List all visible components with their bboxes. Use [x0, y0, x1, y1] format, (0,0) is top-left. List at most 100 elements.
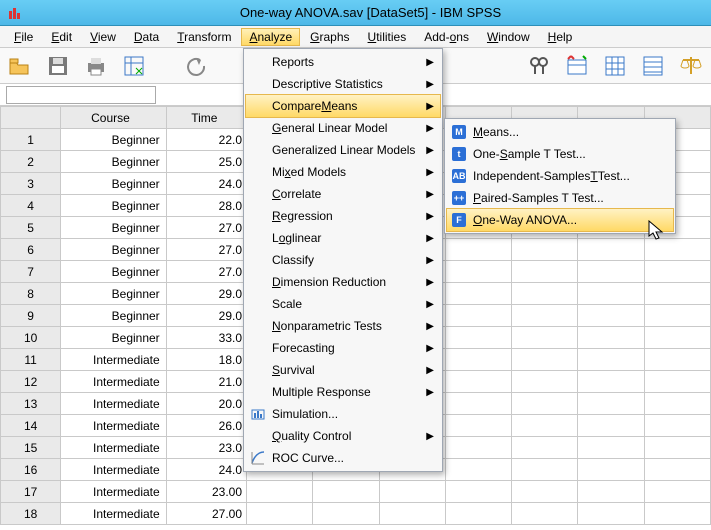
- cell-empty[interactable]: [512, 459, 578, 481]
- row-number[interactable]: 11: [1, 349, 61, 371]
- col-header-time[interactable]: Time: [166, 107, 246, 129]
- cell-time[interactable]: 24.0: [166, 459, 246, 481]
- cell-time[interactable]: 23.0: [166, 437, 246, 459]
- cell-time[interactable]: 18.0: [166, 349, 246, 371]
- cell-empty[interactable]: [512, 305, 578, 327]
- analyze-item-simulation[interactable]: Simulation...: [246, 403, 440, 425]
- row-number[interactable]: 8: [1, 283, 61, 305]
- cell-course[interactable]: Beginner: [61, 239, 166, 261]
- compare-item-one-sample-t-test[interactable]: tOne-Sample T Test...: [447, 143, 673, 165]
- cell-empty[interactable]: [644, 371, 710, 393]
- cell-empty[interactable]: [644, 327, 710, 349]
- menu-data[interactable]: Data: [126, 28, 167, 46]
- analyze-item-loglinear[interactable]: Loglinear▶: [246, 227, 440, 249]
- menu-view[interactable]: View: [82, 28, 124, 46]
- analyze-item-regression[interactable]: Regression▶: [246, 205, 440, 227]
- cell-empty[interactable]: [512, 283, 578, 305]
- cell-empty[interactable]: [445, 327, 511, 349]
- cell-time[interactable]: 28.0: [166, 195, 246, 217]
- cell-course[interactable]: Intermediate: [61, 503, 166, 525]
- find-icon[interactable]: [525, 52, 553, 80]
- analyze-item-descriptive-statistics[interactable]: Descriptive Statistics▶: [246, 73, 440, 95]
- table-row[interactable]: 18Intermediate27.00: [1, 503, 711, 525]
- cell-time[interactable]: 33.0: [166, 327, 246, 349]
- cell-empty[interactable]: [644, 349, 710, 371]
- compare-item-paired-samples-t-test[interactable]: ++Paired-Samples T Test...: [447, 187, 673, 209]
- weight-icon[interactable]: [639, 52, 667, 80]
- row-number[interactable]: 18: [1, 503, 61, 525]
- analyze-item-correlate[interactable]: Correlate▶: [246, 183, 440, 205]
- cell-empty[interactable]: [512, 503, 578, 525]
- cell-empty[interactable]: [313, 503, 379, 525]
- cell-course[interactable]: Beginner: [61, 195, 166, 217]
- cell-course[interactable]: Beginner: [61, 217, 166, 239]
- cell-course[interactable]: Intermediate: [61, 349, 166, 371]
- cell-empty[interactable]: [512, 481, 578, 503]
- cell-empty[interactable]: [644, 459, 710, 481]
- row-number[interactable]: 1: [1, 129, 61, 151]
- analyze-item-roc-curve[interactable]: ROC Curve...: [246, 447, 440, 469]
- cell-empty[interactable]: [578, 437, 644, 459]
- cell-empty[interactable]: [578, 481, 644, 503]
- cell-empty[interactable]: [247, 481, 313, 503]
- menu-graphs[interactable]: Graphs: [302, 28, 357, 46]
- cell-empty[interactable]: [578, 503, 644, 525]
- cell-empty[interactable]: [512, 371, 578, 393]
- cell-time[interactable]: 27.0: [166, 239, 246, 261]
- compare-item-independent-samples-t-test[interactable]: ABIndependent-Samples T Test...: [447, 165, 673, 187]
- menu-transform[interactable]: Transform: [169, 28, 239, 46]
- analyze-item-survival[interactable]: Survival▶: [246, 359, 440, 381]
- cell-course[interactable]: Intermediate: [61, 415, 166, 437]
- cell-course[interactable]: Beginner: [61, 305, 166, 327]
- row-number[interactable]: 14: [1, 415, 61, 437]
- cell-empty[interactable]: [644, 481, 710, 503]
- cell-time[interactable]: 26.0: [166, 415, 246, 437]
- cell-empty[interactable]: [644, 393, 710, 415]
- save-icon[interactable]: [44, 52, 72, 80]
- cell-empty[interactable]: [578, 283, 644, 305]
- analyze-item-general-linear-model[interactable]: General Linear Model▶: [246, 117, 440, 139]
- cell-course[interactable]: Beginner: [61, 151, 166, 173]
- cell-empty[interactable]: [578, 415, 644, 437]
- cell-empty[interactable]: [644, 415, 710, 437]
- cell-empty[interactable]: [512, 261, 578, 283]
- undo-icon[interactable]: [182, 52, 210, 80]
- compare-means-submenu[interactable]: MMeans...tOne-Sample T Test...ABIndepend…: [444, 118, 676, 234]
- cell-empty[interactable]: [578, 371, 644, 393]
- cell-empty[interactable]: [445, 393, 511, 415]
- menu-edit[interactable]: Edit: [43, 28, 80, 46]
- compare-item-one-way-anova[interactable]: FOne-Way ANOVA...: [447, 209, 673, 231]
- cell-course[interactable]: Beginner: [61, 327, 166, 349]
- cell-empty[interactable]: [379, 503, 445, 525]
- cell-empty[interactable]: [578, 459, 644, 481]
- cell-empty[interactable]: [445, 459, 511, 481]
- analyze-item-dimension-reduction[interactable]: Dimension Reduction▶: [246, 271, 440, 293]
- cell-empty[interactable]: [512, 437, 578, 459]
- cell-time[interactable]: 27.0: [166, 217, 246, 239]
- cell-course[interactable]: Intermediate: [61, 459, 166, 481]
- menu-window[interactable]: Window: [479, 28, 538, 46]
- analyze-item-mixed-models[interactable]: Mixed Models▶: [246, 161, 440, 183]
- table-row[interactable]: 17Intermediate23.00: [1, 481, 711, 503]
- cell-empty[interactable]: [512, 415, 578, 437]
- cell-empty[interactable]: [644, 283, 710, 305]
- cell-time[interactable]: 24.0: [166, 173, 246, 195]
- cell-course[interactable]: Intermediate: [61, 437, 166, 459]
- cell-time[interactable]: 21.0: [166, 371, 246, 393]
- menu-help[interactable]: Help: [540, 28, 581, 46]
- row-number[interactable]: 5: [1, 217, 61, 239]
- row-number[interactable]: 3: [1, 173, 61, 195]
- cell-time[interactable]: 25.0: [166, 151, 246, 173]
- row-number[interactable]: 12: [1, 371, 61, 393]
- cell-time[interactable]: 29.0: [166, 283, 246, 305]
- cell-time[interactable]: 27.0: [166, 261, 246, 283]
- insert-case-icon[interactable]: [563, 52, 591, 80]
- analyze-menu[interactable]: Reports▶Descriptive Statistics▶Compare M…: [243, 48, 443, 472]
- cell-empty[interactable]: [247, 503, 313, 525]
- cell-course[interactable]: Intermediate: [61, 393, 166, 415]
- cell-course[interactable]: Beginner: [61, 129, 166, 151]
- analyze-item-forecasting[interactable]: Forecasting▶: [246, 337, 440, 359]
- cell-course[interactable]: Beginner: [61, 283, 166, 305]
- cell-empty[interactable]: [445, 371, 511, 393]
- cell-empty[interactable]: [578, 239, 644, 261]
